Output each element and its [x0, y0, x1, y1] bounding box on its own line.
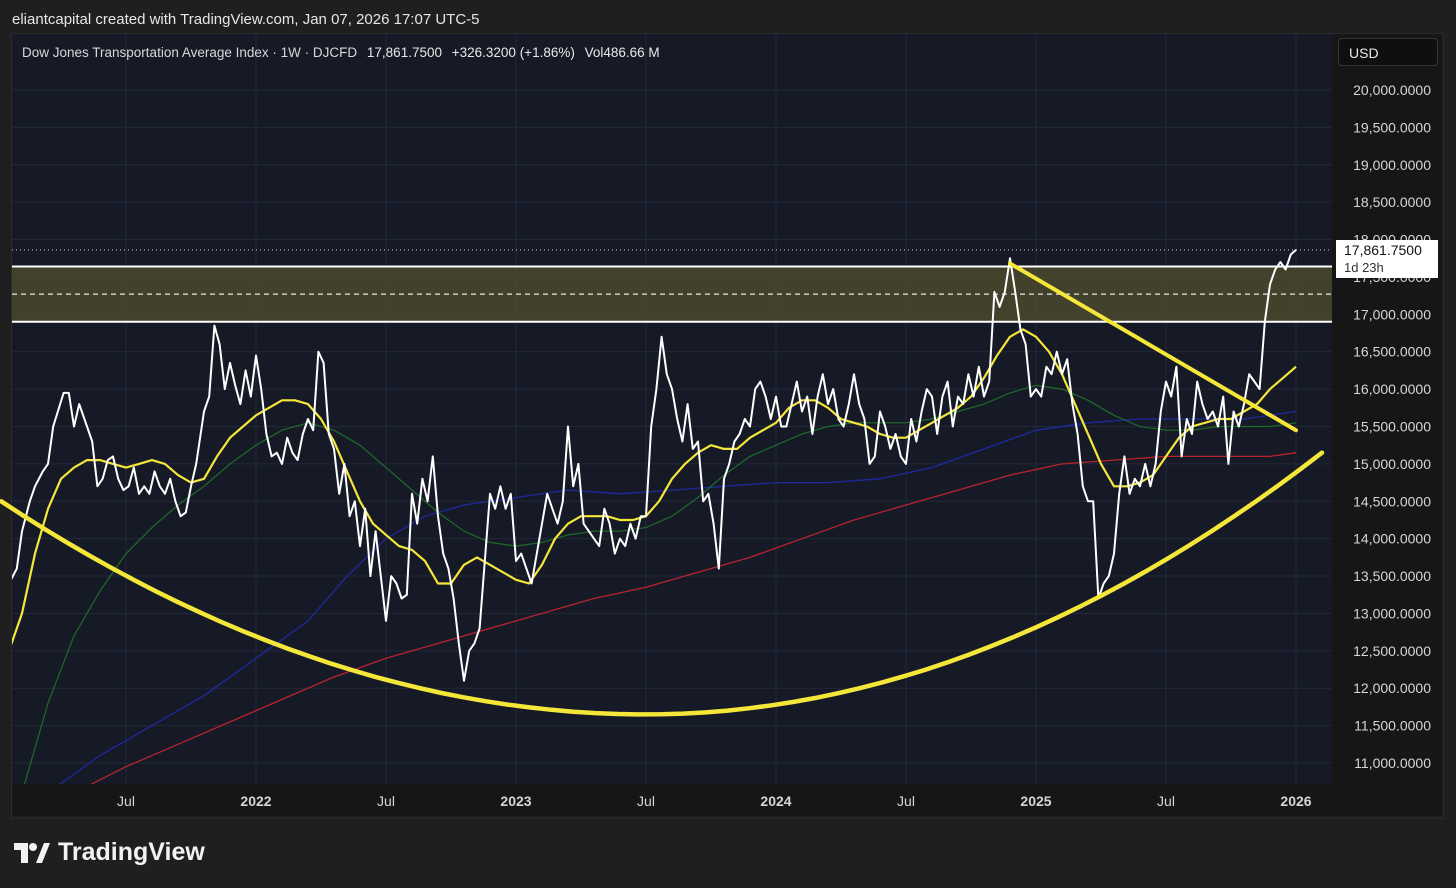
y-tick-label: 15,000.0000 — [1353, 456, 1431, 472]
y-tick-label: 19,000.0000 — [1353, 157, 1431, 173]
x-tick-label: 2023 — [500, 793, 531, 809]
y-tick-label: 14,500.0000 — [1353, 493, 1431, 509]
y-tick-label: 14,000.0000 — [1353, 531, 1431, 547]
price-axis — [1332, 34, 1442, 784]
series-ma-slow — [59, 410, 1297, 784]
x-tick-label: Jul — [377, 793, 395, 809]
symbol-legend: Dow Jones Transportation Average Index ·… — [22, 45, 660, 60]
x-tick-label: 2026 — [1280, 793, 1311, 809]
chart-credit: eliantcapital created with TradingView.c… — [12, 11, 480, 28]
y-tick-label: 20,000.0000 — [1353, 82, 1431, 98]
brand-name: TradingView — [58, 838, 205, 866]
legend-volume: Vol486.66 M — [584, 45, 660, 60]
y-tick-label: 16,000.0000 — [1353, 381, 1431, 397]
x-tick-label: Jul — [1157, 793, 1175, 809]
x-tick-label: Jul — [637, 793, 655, 809]
bar-countdown: 1d 23h — [1344, 260, 1384, 275]
x-tick-label: 2025 — [1020, 793, 1051, 809]
last-price-value: 17,861.7500 — [1344, 242, 1422, 258]
y-tick-label: 12,500.0000 — [1353, 643, 1431, 659]
x-tick-label: 2022 — [240, 793, 271, 809]
chart-frame — [11, 33, 1444, 819]
y-tick-label: 19,500.0000 — [1353, 119, 1431, 135]
y-tick-label: 11,500.0000 — [1354, 718, 1431, 734]
y-tick-label: 12,000.0000 — [1353, 680, 1431, 696]
tradingview-logo[interactable]: TradingView — [14, 838, 205, 867]
series-price — [12, 249, 1297, 682]
tradingview-logo-icon — [14, 842, 50, 863]
y-tick-label: 13,500.0000 — [1353, 568, 1431, 584]
last-price-label: 17,861.7500 1d 23h — [1336, 240, 1438, 278]
y-tick-label: 11,000.0000 — [1354, 755, 1431, 771]
plot-layer — [12, 34, 1332, 784]
x-tick-label: 2024 — [760, 793, 791, 809]
x-tick-label: Jul — [117, 793, 135, 809]
plot-area — [12, 34, 1332, 784]
series-ma-mid — [23, 384, 1297, 784]
currency-selector[interactable]: USD — [1338, 38, 1438, 66]
y-tick-label: 16,500.0000 — [1353, 344, 1431, 360]
series-ma-long — [90, 452, 1297, 784]
x-tick-label: Jul — [897, 793, 915, 809]
time-axis — [12, 784, 1442, 816]
y-tick-label: 15,500.0000 — [1353, 419, 1431, 435]
symbol-name: Dow Jones Transportation Average Index ·… — [22, 45, 358, 60]
downtrend-line — [1008, 261, 1298, 433]
legend-change: +326.3200 (+1.86%) — [451, 45, 575, 60]
y-tick-label: 17,000.0000 — [1353, 306, 1431, 322]
y-tick-label: 18,500.0000 — [1353, 194, 1431, 210]
y-tick-label: 13,000.0000 — [1353, 605, 1431, 621]
cup-curve — [0, 450, 1325, 717]
legend-price: 17,861.7500 — [366, 45, 442, 60]
